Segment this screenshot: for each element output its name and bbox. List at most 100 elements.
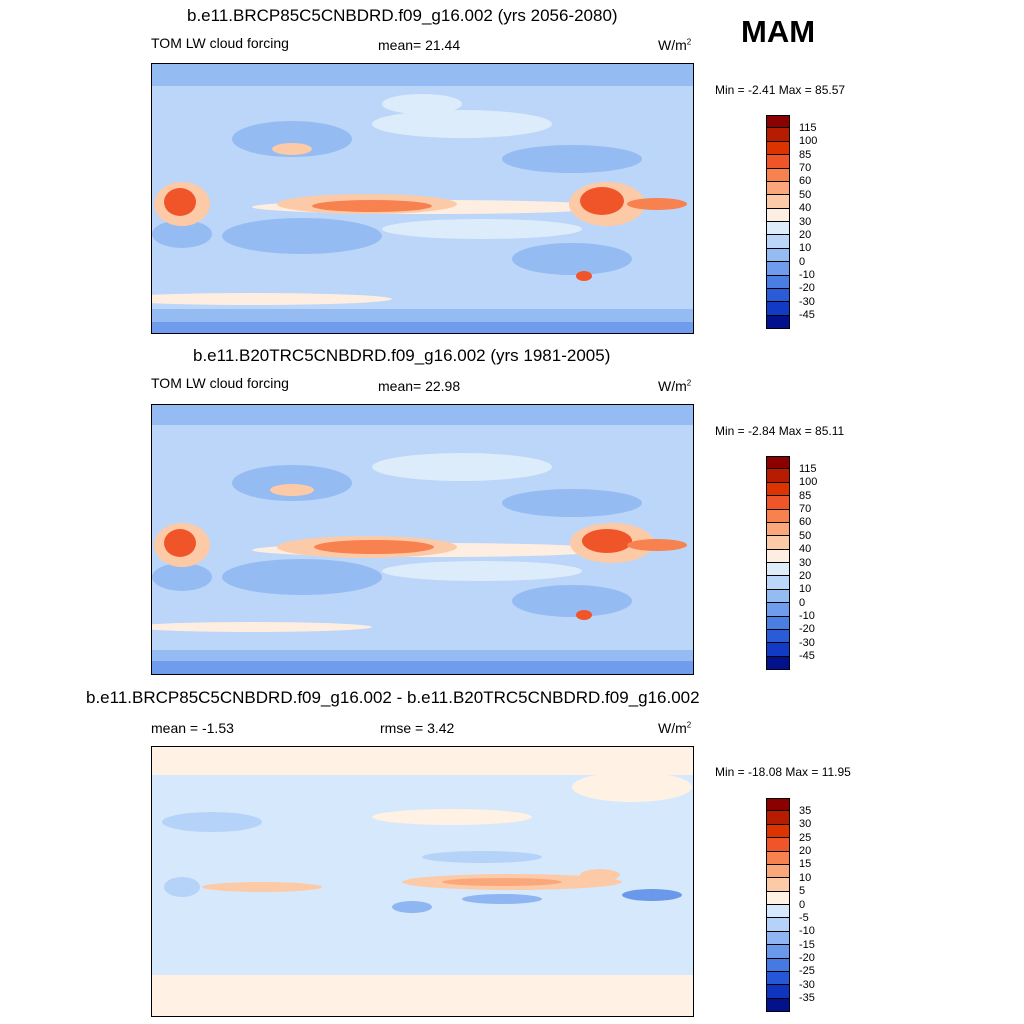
colorbar-swatch xyxy=(766,168,790,182)
colorbar-tick-label: 10 xyxy=(799,242,812,255)
colorbar-tick-label: -25 xyxy=(799,965,815,978)
colorbar-swatch xyxy=(766,482,790,497)
colorbar-swatch xyxy=(766,288,790,303)
colorbar-tick-label: -10 xyxy=(799,610,815,622)
colorbar-tick-label: 5 xyxy=(799,885,806,898)
colorbar-tick-label: -45 xyxy=(799,650,815,663)
colorbar-swatch xyxy=(766,262,790,276)
colorbar-tick-label: 85 xyxy=(799,148,812,161)
colorbar-swatch xyxy=(766,522,790,537)
colorbar-swatch xyxy=(766,128,790,142)
colorbar-tick-label: -30 xyxy=(799,978,815,991)
colorbar-tick-label: 35 xyxy=(799,804,812,817)
panel2-colorbar xyxy=(766,456,790,670)
colorbar-swatch xyxy=(766,549,790,563)
colorbar-tick-label: 50 xyxy=(799,529,812,542)
colorbar-swatch xyxy=(766,115,790,129)
colorbar-swatch xyxy=(766,248,790,263)
panel1-minmax: Min = -2.41 Max = 85.57 xyxy=(715,83,846,97)
colorbar-tick-label: 60 xyxy=(799,175,812,188)
colorbar-tick-label: -10 xyxy=(799,925,815,938)
colorbar-swatch xyxy=(766,181,790,196)
panel1-mean-label: mean= 21.44 xyxy=(378,37,461,53)
colorbar-tick-label: 115 xyxy=(799,121,817,134)
panel3-colorbar xyxy=(766,798,790,1012)
panel1-title: b.e11.BRCP85C5CNBDRD.f09_g16.002 (yrs 20… xyxy=(187,6,618,25)
colorbar-swatch xyxy=(766,931,790,946)
colorbar-tick-label: -30 xyxy=(799,636,815,649)
colorbar-swatch xyxy=(766,603,790,617)
colorbar-swatch xyxy=(766,302,790,316)
colorbar-tick-label: 30 xyxy=(799,556,812,569)
panel1-variable-label: TOM LW cloud forcing xyxy=(151,35,289,51)
colorbar-tick-label: -5 xyxy=(799,911,809,924)
panel3-title: b.e11.BRCP85C5CNBDRD.f09_g16.002 - b.e11… xyxy=(86,688,700,707)
colorbar-swatch xyxy=(766,918,790,932)
colorbar-swatch xyxy=(766,469,790,483)
colorbar-swatch xyxy=(766,589,790,604)
colorbar-swatch xyxy=(766,616,790,630)
colorbar-swatch xyxy=(766,811,790,825)
colorbar-swatch xyxy=(766,838,790,852)
panel2-variable-label: TOM LW cloud forcing xyxy=(151,375,289,391)
season-label: MAM xyxy=(741,14,816,49)
colorbar-tick-label: 100 xyxy=(799,135,818,148)
colorbar-swatch xyxy=(766,971,790,986)
colorbar-tick-label: 40 xyxy=(799,543,812,556)
colorbar-swatch xyxy=(766,824,790,839)
colorbar-tick-label: 115 xyxy=(799,462,817,475)
colorbar-swatch xyxy=(766,141,790,156)
panel2-mean-label: mean= 22.98 xyxy=(378,378,461,394)
colorbar-swatch xyxy=(766,275,790,289)
colorbar-swatch xyxy=(766,905,790,919)
colorbar-swatch xyxy=(766,496,790,510)
colorbar-tick-label: 30 xyxy=(799,818,812,831)
panel3-colorbar-swatches xyxy=(766,798,790,1012)
colorbar-swatch xyxy=(766,864,790,879)
colorbar-swatch xyxy=(766,576,790,590)
colorbar-swatch xyxy=(766,235,790,249)
colorbar-swatch xyxy=(766,222,790,236)
colorbar-swatch xyxy=(766,629,790,644)
colorbar-swatch xyxy=(766,456,790,470)
colorbar-tick-label: 20 xyxy=(799,228,812,241)
colorbar-swatch xyxy=(766,509,790,523)
colorbar-swatch xyxy=(766,563,790,577)
colorbar-tick-label: 15 xyxy=(799,858,812,871)
colorbar-swatch xyxy=(766,195,790,209)
panel1-units: W/m2 xyxy=(658,37,692,53)
colorbar-swatch xyxy=(766,958,790,972)
colorbar-tick-label: 50 xyxy=(799,188,812,201)
colorbar-swatch xyxy=(766,945,790,959)
colorbar-swatch xyxy=(766,878,790,892)
colorbar-swatch xyxy=(766,155,790,169)
colorbar-tick-label: 20 xyxy=(799,845,812,857)
colorbar-swatch xyxy=(766,798,790,812)
colorbar-tick-label: -35 xyxy=(799,992,815,1005)
colorbar-tick-label: 85 xyxy=(799,489,812,502)
panel2-title: b.e11.B20TRC5CNBDRD.f09_g16.002 (yrs 198… xyxy=(193,346,611,365)
colorbar-tick-label: -45 xyxy=(799,309,815,322)
colorbar-tick-label: -30 xyxy=(799,295,815,308)
colorbar-tick-label: 100 xyxy=(799,476,818,489)
colorbar-tick-label: -20 xyxy=(799,623,815,636)
colorbar-tick-label: 0 xyxy=(799,898,806,911)
colorbar-swatch xyxy=(766,536,790,550)
colorbar-tick-label: 0 xyxy=(799,255,806,268)
panel3-map xyxy=(151,746,694,1017)
colorbar-tick-label: -15 xyxy=(799,938,815,951)
colorbar-tick-label: 10 xyxy=(799,583,812,596)
colorbar-tick-label: 40 xyxy=(799,202,812,215)
colorbar-tick-label: 25 xyxy=(799,831,812,844)
panel1-colorbar-swatches xyxy=(766,115,790,329)
colorbar-tick-label: -20 xyxy=(799,952,815,964)
colorbar-tick-label: -10 xyxy=(799,269,815,281)
colorbar-tick-label: 30 xyxy=(799,215,812,228)
colorbar-swatch xyxy=(766,985,790,999)
panel2-minmax: Min = -2.84 Max = 85.11 xyxy=(715,424,845,438)
colorbar-swatch xyxy=(766,643,790,657)
colorbar-tick-label: 0 xyxy=(799,596,806,609)
colorbar-tick-label: 70 xyxy=(799,503,812,515)
colorbar-swatch xyxy=(766,851,790,865)
panel3-mean-label: mean = -1.53 xyxy=(151,720,234,736)
